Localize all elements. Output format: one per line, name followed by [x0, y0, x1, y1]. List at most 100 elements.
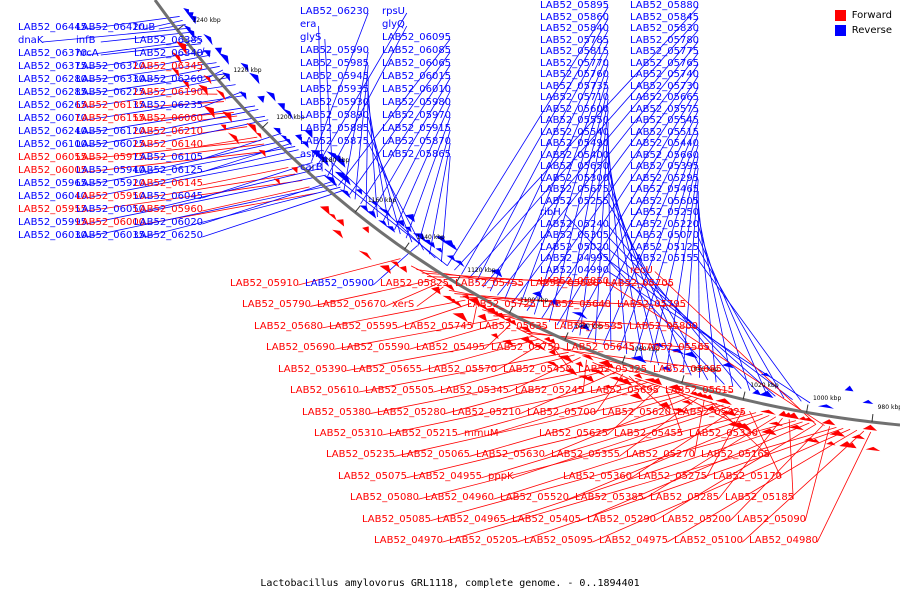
gene-label: LAB52_04970	[374, 535, 444, 547]
gene-label: LAB52_05590	[341, 342, 411, 354]
gene-leader-line	[607, 190, 692, 376]
gene-leader-line	[493, 315, 698, 329]
gene-label: LAB52_05345	[440, 385, 510, 397]
gene-label: LAB52_06340	[134, 48, 204, 59]
scale-label: 1060 kbp	[631, 345, 660, 353]
gene-leader-line	[579, 110, 609, 336]
gene-leader-line	[418, 412, 757, 500]
gene-label: LAB52_05850	[540, 276, 610, 287]
gene-label: LAB52_06345	[134, 61, 204, 72]
gene-leader-line	[298, 258, 401, 286]
gene-label: LAB52_06085	[382, 45, 452, 56]
gene-leader-line	[630, 407, 737, 479]
gene-label: LAB52_05295	[630, 172, 700, 184]
gene-leader-line	[406, 402, 718, 479]
gene-label: LAB52_06190	[134, 87, 204, 98]
gene-label: LAB52_04990	[540, 264, 610, 276]
gene-label: LAB52_05390	[278, 363, 348, 375]
gene-label: LAB52_05825	[380, 278, 450, 289]
gene-leader-line	[86, 140, 261, 160]
gene-leader-line	[327, 25, 408, 177]
gene-label: LAB52_05895	[540, 0, 610, 11]
gene-label: LAB52_06125	[134, 165, 204, 176]
gene-label: LAB52_05570	[428, 363, 498, 375]
gene-leader-line	[343, 51, 369, 191]
forward-gene	[198, 84, 208, 96]
gene-label: LAB52_05910	[230, 278, 300, 289]
forward-gene	[618, 378, 633, 386]
gene-leader-line	[489, 41, 609, 292]
gene-label: LAB52_05705	[605, 278, 675, 289]
gene-label: LAB52_05075	[338, 470, 408, 482]
gene-label: LAB52_06010	[382, 84, 452, 95]
reverse-gene	[334, 158, 346, 168]
gene-label: LAB52_05730	[630, 80, 700, 92]
gene-leader-line	[144, 139, 289, 173]
reverse-gene	[653, 342, 664, 348]
gene-label: LAB52_05070	[630, 230, 700, 241]
forward-gene	[865, 446, 881, 452]
legend-forward: Forward	[834, 8, 892, 23]
gene-leader-line	[394, 392, 679, 457]
gene-leader-line	[397, 302, 472, 329]
gene-label: carB	[300, 162, 323, 173]
forward-gene	[821, 419, 836, 426]
gene-leader-line	[367, 116, 401, 235]
reverse-gene	[862, 399, 874, 404]
gene-leader-line	[421, 338, 540, 372]
gene-label: LAB52_05795	[617, 299, 687, 311]
gene-label: LAB52_06155	[76, 113, 146, 124]
gene-features	[171, 8, 881, 452]
gene-leader-line	[86, 16, 180, 30]
gene-label: LAB52_05750	[491, 342, 561, 354]
gene-leader-line	[360, 64, 451, 205]
reverse-gene	[370, 201, 378, 207]
gene-label: LAB52_05565	[641, 342, 711, 354]
forward-gene	[328, 213, 337, 221]
gene-label: LAB52_05740	[630, 69, 700, 80]
gene-label: LAB52_05790	[242, 299, 312, 311]
gene-leader-line	[697, 236, 768, 395]
reverse-gene	[396, 220, 405, 228]
forward-gene	[575, 361, 584, 368]
gene-leader-line	[370, 366, 605, 414]
gene-label: LAB52_05875	[300, 136, 370, 147]
gene-leader-line	[382, 90, 451, 222]
gene-leader-line	[504, 52, 609, 300]
forward-gene	[203, 106, 215, 119]
reverse-gene	[283, 137, 292, 146]
gene-label: LAB52_05755	[455, 278, 525, 289]
reverse-gene	[188, 15, 197, 24]
gene-leader-line	[144, 173, 296, 199]
gene-leader-line	[324, 168, 448, 267]
gene-leader-line	[618, 133, 699, 352]
gene-label: LAB52_05685	[653, 363, 723, 375]
gene-label: LAB52_05865	[382, 149, 452, 160]
gene-leader-line	[318, 25, 323, 172]
forward-gene	[332, 229, 344, 239]
scale-tick	[354, 205, 361, 213]
gene-leader-line	[607, 259, 793, 401]
reverse-gene	[453, 260, 465, 268]
forward-gene	[222, 111, 232, 123]
gene-label: LAB52_06250	[134, 230, 204, 241]
forward-gene	[606, 363, 615, 369]
gene-label: LAB52_05760	[540, 69, 610, 80]
forward-gene	[336, 219, 345, 227]
gene-label: LAB52_05220	[630, 218, 700, 230]
reverse-gene	[203, 33, 213, 46]
gene-label: dnaK	[18, 35, 44, 46]
gene-leader-line	[86, 146, 296, 186]
gene-leader-line	[202, 136, 258, 147]
gene-label: LAB52_05215	[389, 428, 459, 439]
gene-leader-line	[202, 91, 243, 108]
gene-leader-line	[442, 426, 837, 543]
forward-gene	[589, 369, 606, 376]
gene-leader-line	[42, 27, 189, 43]
gene-label: LAB52_05300	[540, 172, 610, 184]
gene-leader-line	[697, 202, 717, 383]
gene-label: LAB52_06050	[76, 204, 146, 215]
reverse-gene	[339, 189, 351, 199]
gene-label: era	[300, 19, 317, 30]
gene-label: LAB52_06120	[76, 126, 146, 137]
